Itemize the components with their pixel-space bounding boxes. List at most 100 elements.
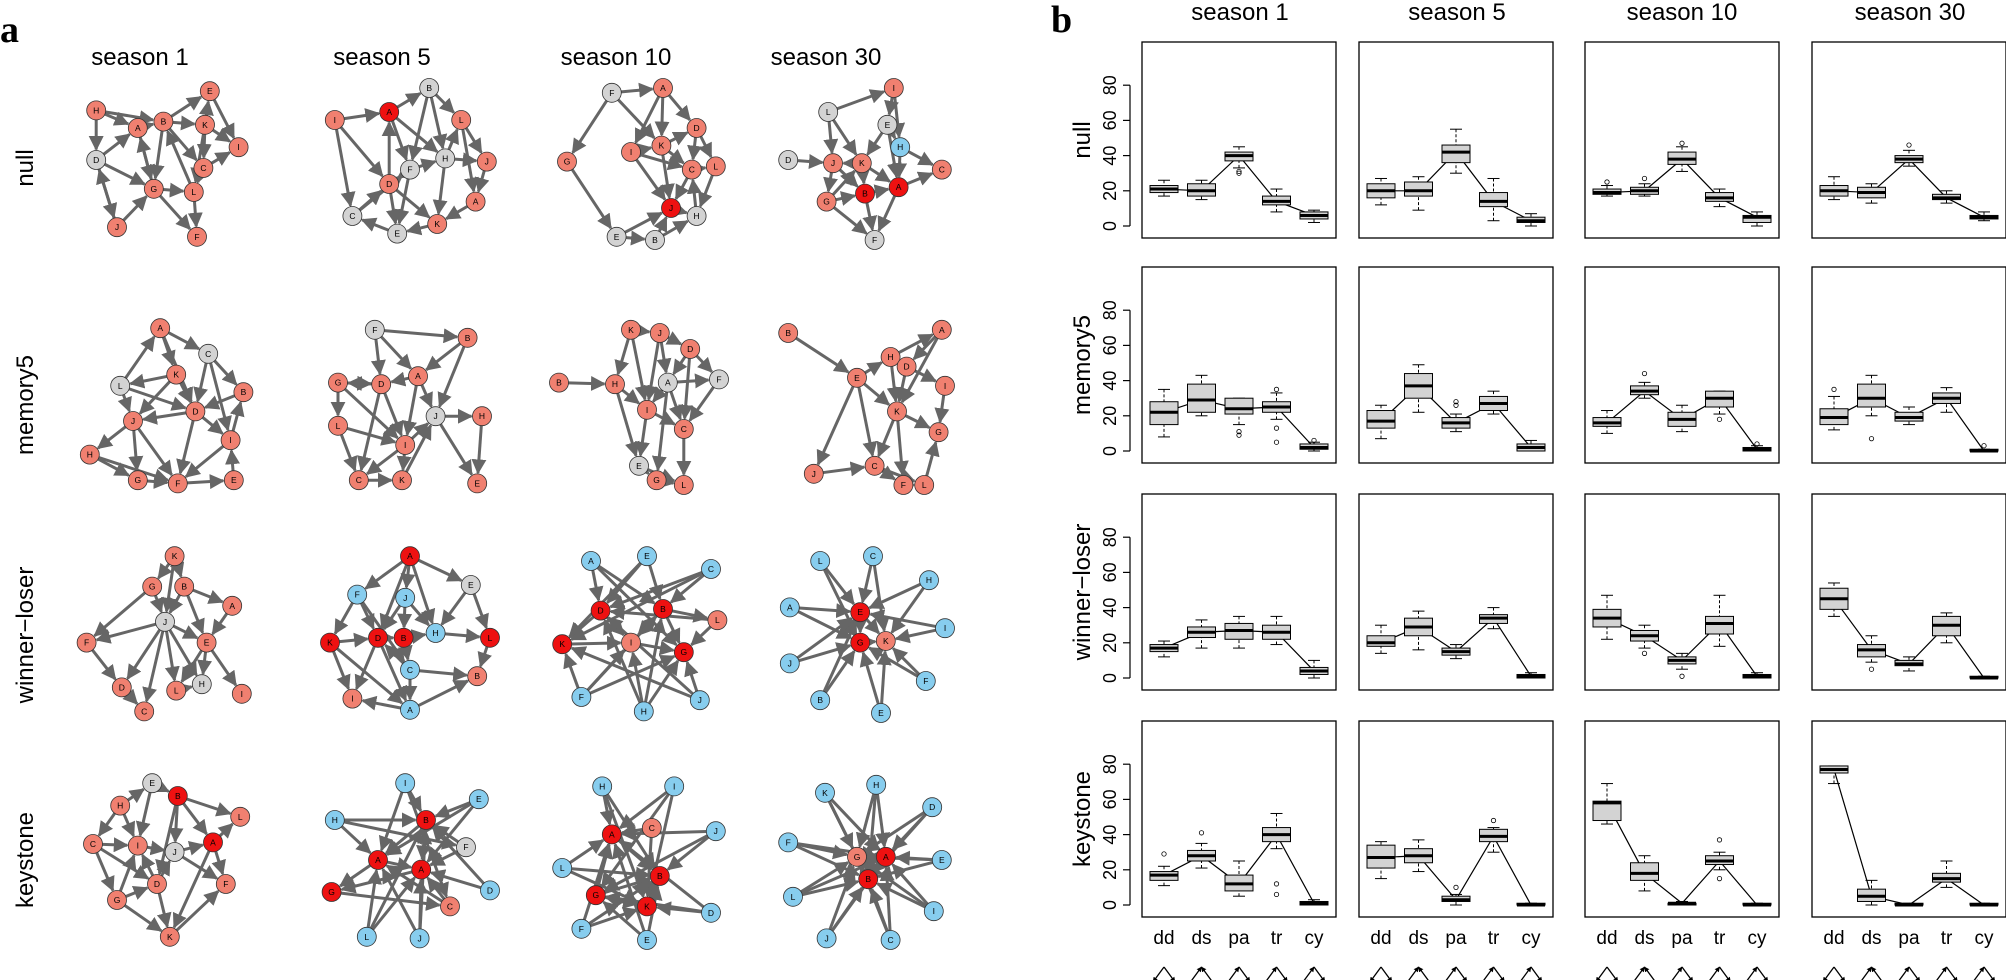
network-edge	[225, 449, 240, 471]
network-node-label: H	[897, 142, 903, 152]
network-node	[393, 627, 414, 648]
network-edge	[217, 822, 234, 839]
network-edge	[823, 461, 866, 477]
network-edge	[126, 628, 162, 680]
network-node	[107, 217, 127, 238]
box-iqr	[1224, 397, 1254, 415]
median-trend-line	[1606, 802, 1758, 906]
network-node	[621, 142, 641, 162]
network-node-label: L	[336, 421, 341, 431]
network-node	[379, 174, 400, 194]
boxplot-panel	[1584, 266, 1780, 464]
network-graph: A C K L B D J I H G F E	[79, 318, 254, 494]
network-edge	[429, 96, 448, 150]
outlier-point	[1641, 650, 1648, 656]
network-node-label: K	[644, 901, 650, 911]
box-ds	[1404, 364, 1433, 413]
network-node	[395, 435, 416, 455]
network-edge	[652, 386, 668, 403]
network-node-label: I	[673, 781, 675, 791]
network-edge	[400, 565, 416, 589]
network-node	[107, 890, 127, 910]
network-node-label: D	[154, 879, 160, 889]
box-ds	[1404, 610, 1433, 651]
network-node-label: B	[426, 83, 432, 93]
network-node-label: G	[328, 887, 335, 897]
network-edge	[892, 156, 908, 179]
network-node-label: F	[407, 165, 412, 175]
outlier-point	[1236, 168, 1242, 175]
network-node	[571, 918, 592, 939]
network-node-label: B	[465, 333, 471, 343]
box-dd	[1592, 594, 1622, 640]
network-edge	[122, 195, 148, 222]
network-edge	[434, 93, 455, 114]
outlier-point	[1679, 140, 1685, 146]
network-node-label: C	[141, 706, 147, 716]
network-edge	[167, 331, 201, 351]
network-node	[637, 930, 657, 950]
network-node-label: D	[598, 606, 604, 616]
network-node-label: L	[681, 480, 686, 490]
network-node	[709, 369, 729, 390]
network-node-label: B	[657, 871, 663, 881]
network-edge	[395, 188, 431, 219]
box-pa	[1224, 615, 1254, 649]
box-tr	[1479, 607, 1508, 630]
network-node-label: G	[150, 184, 157, 194]
network-node-label: H	[926, 575, 932, 585]
network-edge	[796, 617, 853, 660]
network-node	[637, 896, 657, 917]
network-edge	[906, 171, 934, 186]
network-edge	[168, 127, 198, 162]
network-node-label: J	[658, 328, 662, 338]
network-column-title: season 30	[771, 44, 882, 71]
network-node-label: H	[332, 815, 338, 825]
network-node	[931, 159, 952, 180]
box-dd	[1366, 624, 1396, 654]
network-edge	[168, 594, 184, 614]
network-node	[143, 178, 164, 199]
network-node-label: I	[404, 440, 406, 450]
outlier-point	[1641, 370, 1648, 377]
network-node-label: A	[588, 556, 594, 566]
network-edge	[146, 840, 166, 856]
network-edge	[624, 211, 664, 234]
network-node-label: B	[181, 582, 187, 592]
boxplot-panel: dd ds pa tr cy	[1811, 720, 2006, 980]
outlier-point	[1641, 175, 1648, 182]
network-node	[220, 430, 241, 451]
network-edge	[444, 205, 469, 221]
boxplot-panel	[1358, 41, 1554, 239]
network-node	[127, 835, 148, 856]
network-node	[686, 206, 707, 226]
network-edge	[568, 376, 607, 392]
network-node	[651, 135, 672, 156]
network-node-label: E	[857, 607, 863, 617]
box-tr	[1932, 612, 1961, 644]
motif-ds-icon	[1408, 966, 1429, 980]
network-node	[348, 470, 369, 491]
network-node	[823, 153, 843, 174]
median-trend-line	[1606, 158, 1758, 218]
box-cy	[1299, 899, 1329, 906]
network-edge	[633, 459, 650, 475]
network-edge	[797, 154, 825, 169]
network-edge	[588, 570, 604, 602]
plot-frame	[1358, 493, 1554, 691]
box-ds	[1857, 879, 1886, 906]
network-edge	[607, 616, 694, 695]
boxplot-panel	[1358, 493, 1554, 691]
network-edge	[339, 434, 358, 472]
outlier-point	[1831, 386, 1837, 392]
box-dd	[1149, 851, 1179, 887]
y-tick-label: 20	[1100, 181, 1120, 201]
network-edge	[634, 418, 650, 457]
network-edge	[343, 387, 399, 439]
network-node	[324, 810, 345, 830]
network-edge	[339, 632, 370, 648]
network-edge	[639, 153, 684, 171]
x-category-label: ds	[1861, 928, 1881, 949]
box-dd	[1592, 783, 1622, 825]
outlier-point	[1273, 425, 1280, 431]
